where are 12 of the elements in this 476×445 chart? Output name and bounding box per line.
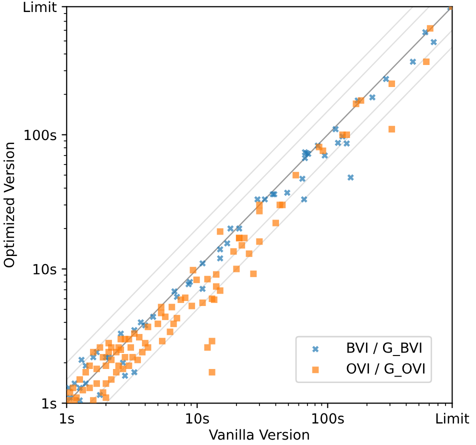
x-tick-label: 1s [60, 413, 74, 424]
y-tick-label: 1s [42, 398, 56, 409]
x-axis-title: Vanilla Version [208, 429, 309, 440]
x-tick-label: 100s [312, 413, 344, 424]
y-tick-label: 100s [24, 130, 56, 140]
y-tick-label: 10s [34, 264, 56, 274]
y-tick-label: Limit [24, 1, 57, 12]
legend-label: BVI / G_BVI [347, 342, 422, 356]
x-tick-label: 10s [186, 413, 209, 424]
y-axis-title: Optimized Version [3, 142, 17, 268]
x-tick-label: Limit [436, 412, 470, 424]
legend-label: OVI / G_OVI [346, 363, 424, 377]
